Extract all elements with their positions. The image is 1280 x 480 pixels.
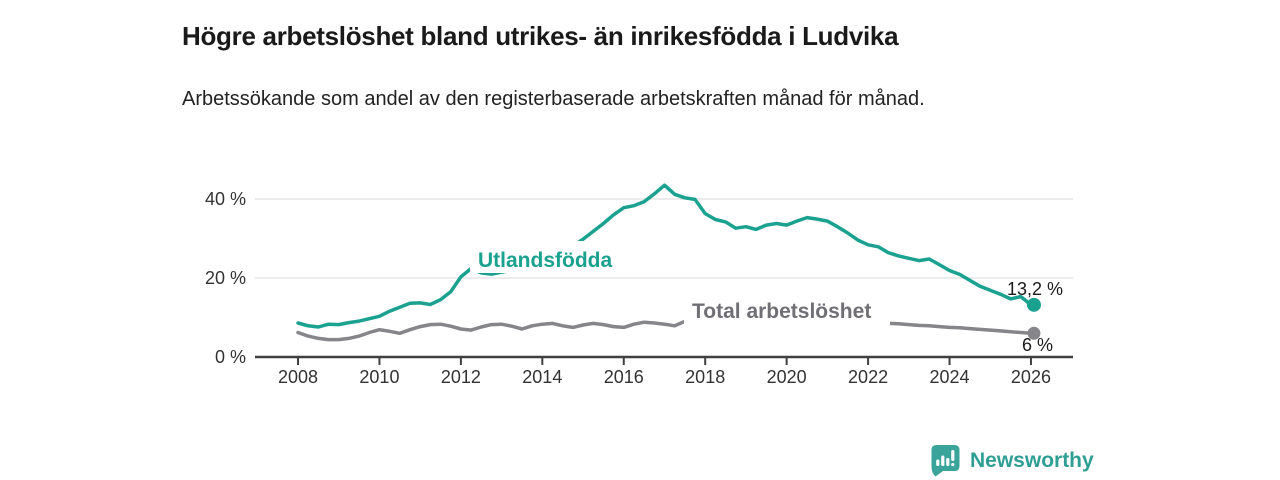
x-tick-label-2010: 2010 xyxy=(359,367,399,387)
x-tick-label-2012: 2012 xyxy=(441,367,481,387)
series-label-total-arbetsloshet: Total arbetslöshet xyxy=(692,300,871,323)
end-dot-utlandsfodda xyxy=(1026,297,1041,312)
logo-bar-1 xyxy=(936,459,940,466)
end-dot-total-arbetsloshet xyxy=(1027,326,1041,340)
y-tick-label-40: 40 % xyxy=(205,189,246,209)
y-tick-label-20: 20 % xyxy=(205,268,246,288)
series-line-total-arbetsloshet xyxy=(296,312,1033,342)
logo-exclamation-dot xyxy=(951,463,955,467)
newsworthy-logo-text: Newsworthy xyxy=(970,448,1094,472)
x-tick-label-2020: 2020 xyxy=(767,367,807,387)
x-tick-label-2018: 2018 xyxy=(685,367,725,387)
logo-bar-2 xyxy=(941,455,945,466)
x-tick-label-2024: 2024 xyxy=(929,367,969,387)
page-title: Högre arbetslöshet bland utrikes- än inr… xyxy=(182,21,899,52)
series-label-mask-0 xyxy=(470,241,624,273)
x-tick-label-2014: 2014 xyxy=(522,367,562,387)
series-label-mask-1 xyxy=(684,294,890,325)
x-tick-label-2026: 2026 xyxy=(1011,367,1051,387)
logo-exclamation-bar xyxy=(951,450,955,461)
series-line-utlandsfodda xyxy=(296,183,1033,329)
y-tick-label-0: 0 % xyxy=(215,347,246,367)
x-tick-label-2016: 2016 xyxy=(604,367,644,387)
newsworthy-logo-icon xyxy=(931,445,960,477)
x-tick-label-2008: 2008 xyxy=(278,367,318,387)
end-value-label-total-arbetsloshet: 6 % xyxy=(1022,335,1053,355)
series-label-utlandsfodda: Utlandsfödda xyxy=(478,249,612,272)
logo-bubble-shape xyxy=(931,445,960,477)
newsworthy-logo[interactable]: Newsworthy xyxy=(930,444,1094,477)
end-value-label-utlandsfodda: 13,2 % xyxy=(1007,279,1063,299)
x-tick-label-2022: 2022 xyxy=(848,367,888,387)
page-subtitle: Arbetssökande som andel av den registerb… xyxy=(182,88,925,110)
logo-bar-3 xyxy=(946,458,950,466)
